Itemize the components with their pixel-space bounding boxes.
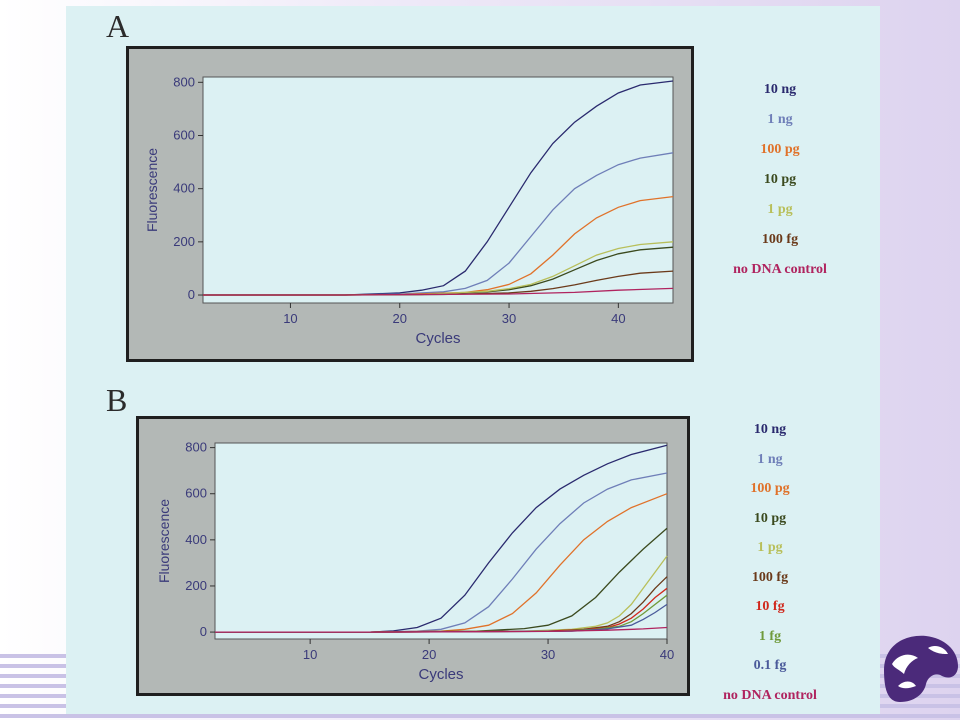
y-tick-label: 800 xyxy=(173,74,195,89)
legend-entry: 0.1 fg xyxy=(753,658,787,673)
legend-entry: 1 pg xyxy=(757,540,783,555)
legend-entry: 10 ng xyxy=(763,82,797,97)
legend-entry: 100 pg xyxy=(750,481,790,496)
y-tick-label: 200 xyxy=(185,578,207,593)
series-line-10-ng xyxy=(215,444,668,633)
y-tick-label: 0 xyxy=(200,624,207,639)
x-tick-label: 20 xyxy=(393,311,407,326)
legend-entry: 1 fg xyxy=(758,628,782,644)
legend-entry: 10 pg xyxy=(753,510,787,526)
wildcat-logo-icon xyxy=(884,635,958,702)
plot-area xyxy=(214,442,668,640)
legend-entry: 100 pg xyxy=(760,142,800,157)
y-tick-label: 600 xyxy=(173,127,195,142)
y-tick-label: 600 xyxy=(185,486,207,501)
legend-entry: 1 pg xyxy=(767,202,793,217)
y-tick-label: 0 xyxy=(188,287,195,302)
chart-frame-a: 0 200 400 600 800 10 20 30 40 Cycles Fluorescence xyxy=(126,46,694,362)
panel-label-a: A xyxy=(106,8,130,44)
y-tick-label: 800 xyxy=(185,440,207,455)
legend-entry: 1 ng xyxy=(767,112,793,127)
y-tick-label: 200 xyxy=(173,234,195,249)
x-tick-label: 40 xyxy=(660,647,674,662)
series-line-no-dna-control xyxy=(203,287,674,296)
series-line-no-dna-control xyxy=(215,626,668,633)
chart-frame-b: 0 200 400 600 800 10 20 30 40 Cycles Fluorescence xyxy=(136,416,690,696)
x-tick-label: 40 xyxy=(611,311,625,326)
y-tick-label: 400 xyxy=(173,181,195,196)
legend-entry: 10 pg xyxy=(763,172,797,187)
legend-entry: no DNA control xyxy=(733,262,827,277)
y-axis-label: Fluorescence xyxy=(144,148,160,232)
x-tick-label: 30 xyxy=(541,647,555,662)
legend-entry: 100 fg xyxy=(751,569,789,585)
plot-area xyxy=(202,76,674,304)
legend-entry: 10 fg xyxy=(755,599,785,614)
x-axis-label: Cycles xyxy=(418,666,463,683)
x-tick-label: 20 xyxy=(422,647,436,662)
legend-entry: no DNA control xyxy=(723,687,817,703)
legend-entry: 10 ng xyxy=(753,422,787,437)
y-tick-label: 400 xyxy=(185,532,207,547)
panel-label-b: B xyxy=(106,382,128,418)
chart-a: 0 200 400 600 800 10 20 30 40 Cycles Fluorescence xyxy=(144,74,674,347)
series-line-10-ng xyxy=(203,80,674,296)
legend-entry: 100 fg xyxy=(761,232,799,247)
legend-entry: 1 ng xyxy=(757,451,783,467)
x-axis-label: Cycles xyxy=(415,330,460,347)
x-tick-label: 10 xyxy=(303,647,317,662)
y-axis-label: Fluorescence xyxy=(156,499,172,583)
chart-b: 0 200 400 600 800 10 20 30 40 Cycles Fluorescence xyxy=(156,440,674,683)
x-tick-label: 10 xyxy=(283,311,297,326)
x-tick-label: 30 xyxy=(502,311,516,326)
